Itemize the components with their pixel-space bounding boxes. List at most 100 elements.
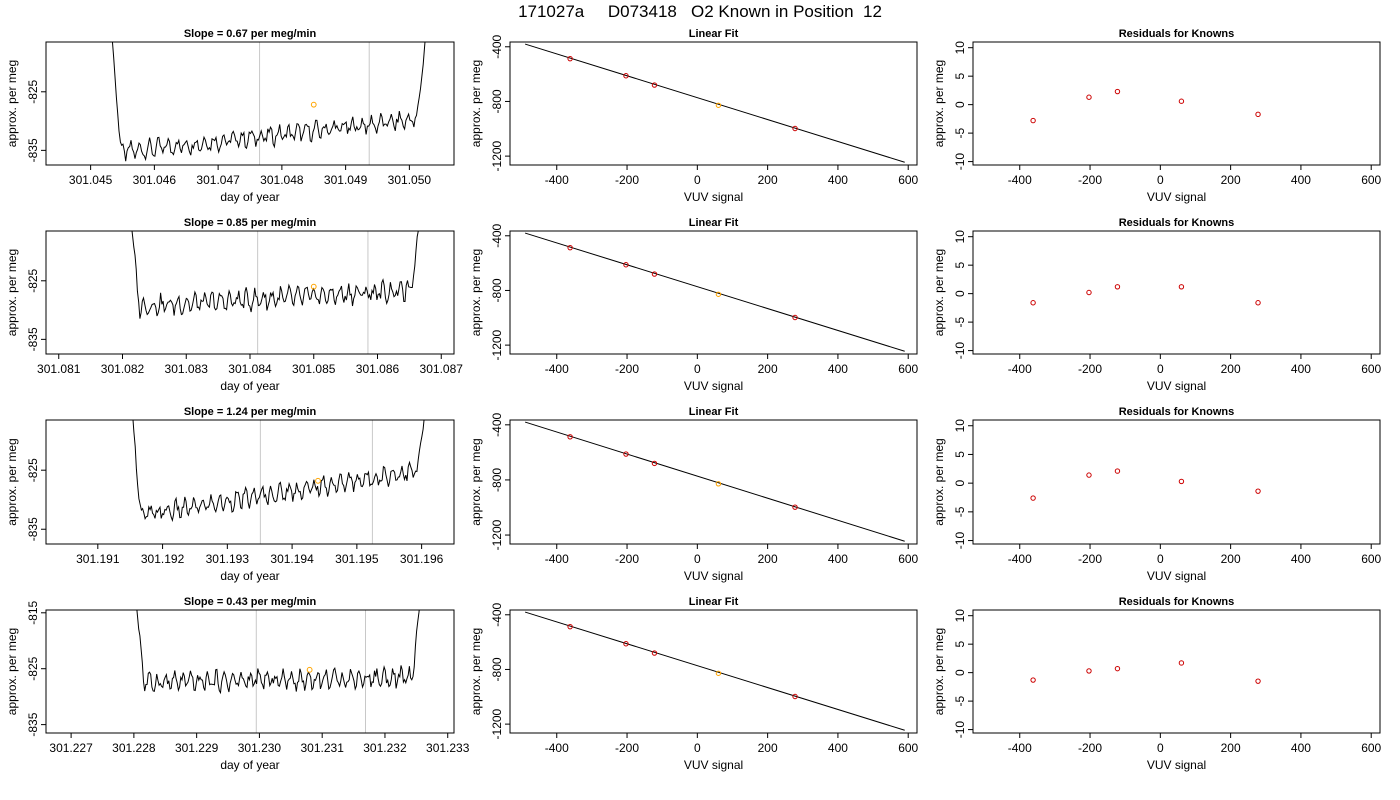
- data-point: [1255, 678, 1261, 684]
- mean-marker: [315, 477, 321, 484]
- panel-2-1: Slope = 0.85 per meg/min 301.081 301.082 30…: [5, 217, 463, 393]
- x-tick-label: -400: [1008, 173, 1032, 187]
- x-tick-label: -400: [545, 552, 569, 566]
- highlight-point: [715, 102, 722, 108]
- y-tick-label: -400: [490, 412, 504, 436]
- fit-line: [524, 421, 905, 542]
- x-tick-label: 301.046: [133, 173, 177, 187]
- y-tick-label: 0: [953, 290, 967, 297]
- x-tick-label: 0: [1157, 552, 1164, 566]
- data-point: [1086, 472, 1092, 478]
- trace-line: [111, 42, 426, 162]
- y-tick-label: -835: [26, 517, 40, 541]
- x-tick-label: 600: [1361, 362, 1381, 376]
- data-point: [1255, 111, 1261, 118]
- y-axis-label: approx. per meg: [932, 60, 946, 147]
- x-tick-label: 0: [694, 173, 701, 187]
- x-tick-label: 301.191: [76, 552, 120, 566]
- mean-marker: [306, 666, 313, 673]
- y-tick-label: -800: [490, 89, 504, 113]
- y-tick-label: -800: [490, 278, 504, 302]
- y-tick-label: -825: [26, 268, 40, 292]
- y-tick-label: -400: [490, 34, 504, 58]
- x-tick-label: 301.081: [37, 362, 81, 376]
- y-tick-label: -1200: [490, 329, 504, 360]
- x-axis-label: VUV signal: [1147, 190, 1206, 204]
- x-tick-label: 0: [1157, 741, 1164, 755]
- y-axis-label: approx. per meg: [932, 438, 946, 525]
- plot-frame: [45, 609, 455, 734]
- data-point: [792, 125, 798, 132]
- y-tick-label: -10: [953, 342, 967, 360]
- x-tick-label: 200: [1221, 173, 1241, 187]
- data-point: [1030, 117, 1036, 124]
- x-axis-label: day of year: [220, 379, 279, 393]
- x-tick-label: 200: [1221, 552, 1241, 566]
- x-tick-label: 301.084: [228, 362, 272, 376]
- data-point: [1178, 98, 1185, 104]
- y-tick-label: -825: [26, 79, 40, 103]
- mean-marker: [310, 101, 317, 108]
- y-tick-label: -400: [490, 223, 504, 247]
- x-tick-label: 400: [828, 552, 848, 566]
- panel-title: Linear Fit: [689, 406, 739, 418]
- y-tick-label: 10: [953, 609, 967, 623]
- x-tick-label: 301.233: [426, 741, 470, 755]
- data-point: [567, 623, 573, 630]
- x-axis-label: day of year: [220, 569, 279, 583]
- x-tick-label: 301.231: [300, 741, 344, 755]
- plot-frame: [972, 41, 1381, 166]
- data-point: [792, 693, 798, 700]
- y-axis-label: approx. per meg: [469, 60, 483, 147]
- y-tick-label: -835: [26, 712, 40, 736]
- x-tick-label: -400: [1008, 552, 1032, 566]
- x-tick-label: 301.227: [49, 741, 93, 755]
- x-tick-label: -200: [615, 173, 639, 187]
- data-point: [1030, 495, 1036, 501]
- plot-area: [1030, 284, 1261, 306]
- data-point: [567, 434, 573, 440]
- panel-title: Linear Fit: [689, 28, 739, 40]
- plot-area: [524, 611, 905, 731]
- panel-title: Residuals for Knowns: [1119, 596, 1235, 608]
- data-point: [567, 244, 573, 251]
- x-tick-label: 301.229: [175, 741, 219, 755]
- x-tick-label: 400: [828, 362, 848, 376]
- y-tick-label: 0: [953, 479, 967, 486]
- plot-frame: [509, 230, 918, 355]
- fit-line: [524, 43, 905, 163]
- data-point: [1114, 468, 1121, 474]
- x-tick-label: -200: [615, 362, 639, 376]
- x-tick-label: 301.085: [292, 362, 336, 376]
- x-tick-label: 400: [1291, 362, 1311, 376]
- y-tick-label: 5: [953, 73, 967, 80]
- data-point: [1030, 677, 1036, 683]
- x-tick-label: 301.047: [196, 173, 240, 187]
- x-tick-label: 301.195: [335, 552, 379, 566]
- plot-area: [131, 231, 419, 354]
- panel-4-3: Residuals for Knowns -400 -200 0 200 400 600 -1…: [932, 596, 1382, 772]
- panel-1-2: Linear Fit -400 -200 0 200 400 600 -400 -800 -120…: [469, 28, 919, 204]
- y-tick-label: 5: [953, 451, 967, 458]
- y-axis-label: approx. per meg: [5, 60, 19, 147]
- y-axis-label: approx. per meg: [5, 628, 19, 715]
- x-tick-label: -200: [1078, 741, 1102, 755]
- y-tick-label: 10: [953, 419, 967, 433]
- y-axis-label: approx. per meg: [469, 249, 483, 336]
- y-tick-label: 5: [953, 641, 967, 648]
- y-tick-label: 10: [953, 230, 967, 244]
- data-point: [1255, 300, 1261, 306]
- panel-title: Linear Fit: [689, 596, 739, 608]
- panel-title: Residuals for Knowns: [1119, 28, 1235, 40]
- x-tick-label: 200: [758, 741, 778, 755]
- trace-line: [132, 420, 425, 523]
- data-point: [623, 641, 629, 647]
- x-tick-label: -400: [545, 362, 569, 376]
- y-tick-label: -800: [490, 468, 504, 492]
- y-tick-label: -815: [26, 600, 40, 624]
- y-tick-label: 5: [953, 262, 967, 269]
- x-tick-label: 0: [1157, 173, 1164, 187]
- x-axis-label: VUV signal: [684, 569, 743, 583]
- x-tick-label: 200: [1221, 741, 1241, 755]
